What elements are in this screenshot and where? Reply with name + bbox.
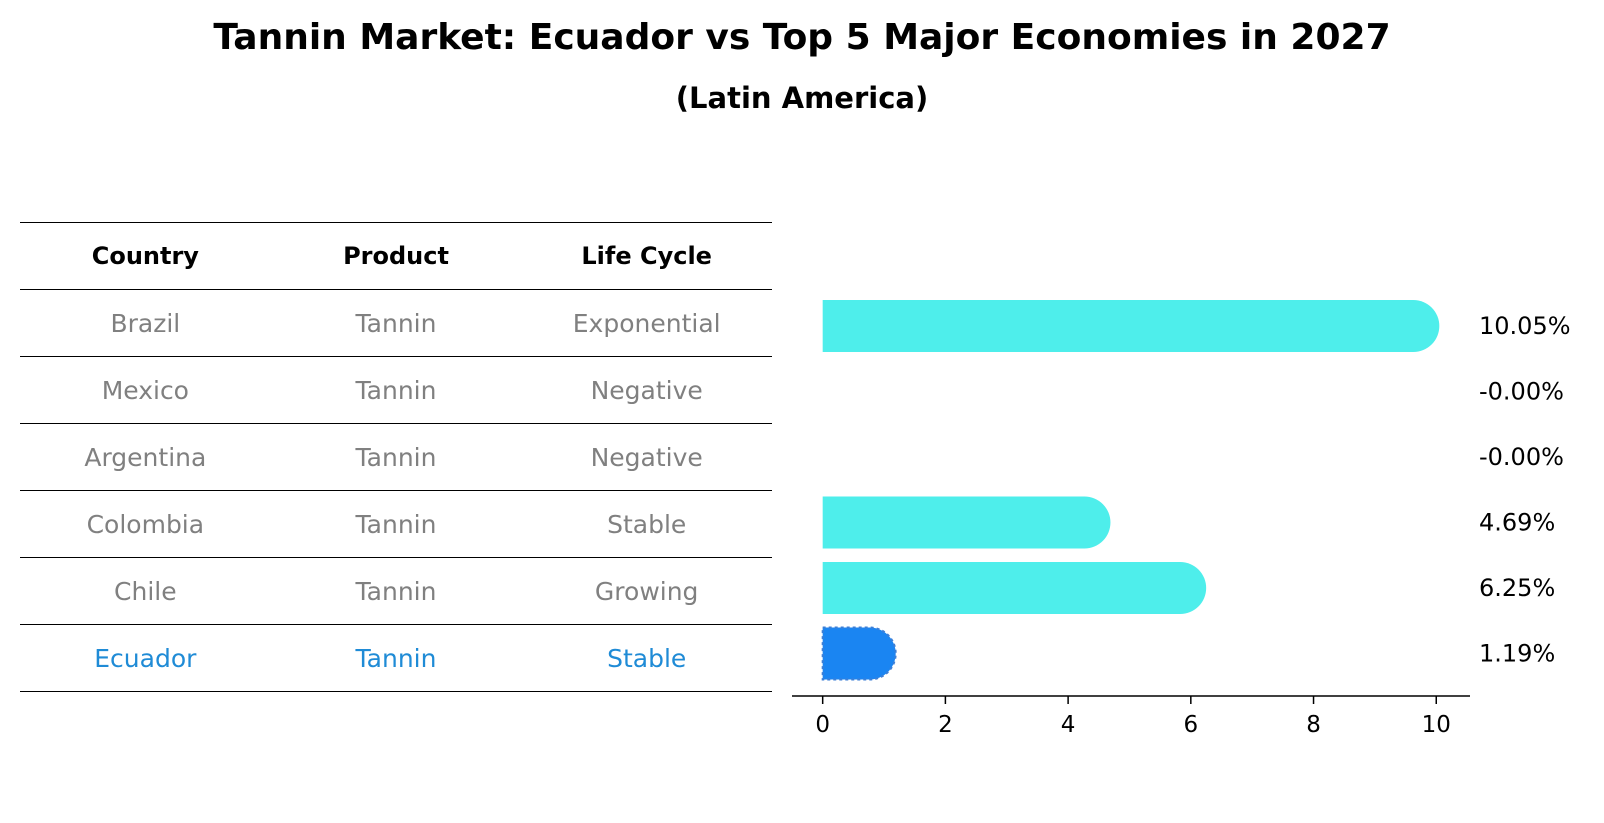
country-cell: Colombia: [86, 509, 205, 539]
life-cycle-cell: Negative: [590, 442, 703, 472]
country-cell: Ecuador: [94, 643, 197, 673]
bar-ecuador: [821, 626, 897, 681]
table-row: Chile Tannin Growing: [20, 557, 772, 624]
value-label: -0.00%: [1479, 378, 1564, 406]
value-label: 1.19%: [1479, 640, 1555, 668]
x-tick-label: 6: [1184, 712, 1199, 738]
data-table: Country Product Life Cycle Brazil Tannin…: [20, 222, 772, 692]
life-cycle-cell: Exponential: [572, 308, 721, 338]
country-cell: Mexico: [101, 375, 189, 405]
header-life-cycle: Life Cycle: [581, 242, 712, 270]
chart-title: Tannin Market: Ecuador vs Top 5 Major Ec…: [213, 17, 1391, 58]
life-cycle-cell: Stable: [607, 643, 687, 673]
table-row: Argentina Tannin Negative: [20, 423, 772, 490]
value-label: 6.25%: [1479, 574, 1555, 602]
table-header-row: Country Product Life Cycle: [20, 222, 772, 289]
x-tick-label: 4: [1061, 712, 1076, 738]
country-cell: Argentina: [84, 442, 207, 472]
life-cycle-cell: Negative: [590, 375, 703, 405]
value-label: -0.00%: [1479, 443, 1564, 471]
product-cell: Tannin: [355, 643, 437, 673]
x-tick-label: 10: [1422, 712, 1451, 738]
life-cycle-cell: Stable: [607, 509, 687, 539]
x-tick-label: 0: [815, 712, 830, 738]
country-cell: Brazil: [110, 308, 181, 338]
product-cell: Tannin: [355, 442, 437, 472]
table-row-highlighted: Ecuador Tannin Stable: [20, 624, 772, 692]
x-tick-label: 2: [938, 712, 953, 738]
bar-brazil: [822, 300, 1440, 352]
value-label: 4.69%: [1479, 509, 1555, 537]
chart-subtitle: (Latin America): [675, 81, 929, 115]
value-label: 10.05%: [1479, 312, 1571, 340]
header-country: Country: [91, 242, 199, 270]
bar-chile: [822, 562, 1207, 614]
country-cell: Chile: [114, 576, 177, 606]
product-cell: Tannin: [355, 509, 437, 539]
product-cell: Tannin: [355, 375, 437, 405]
product-cell: Tannin: [355, 576, 437, 606]
table-row: Mexico Tannin Negative: [20, 356, 772, 423]
header-product: Product: [343, 242, 449, 270]
x-tick-label: 8: [1306, 712, 1321, 738]
life-cycle-cell: Growing: [594, 576, 699, 606]
bar-colombia: [822, 496, 1111, 549]
product-cell: Tannin: [355, 308, 437, 338]
table-row: Brazil Tannin Exponential: [20, 289, 772, 356]
table-row: Colombia Tannin Stable: [20, 490, 772, 557]
